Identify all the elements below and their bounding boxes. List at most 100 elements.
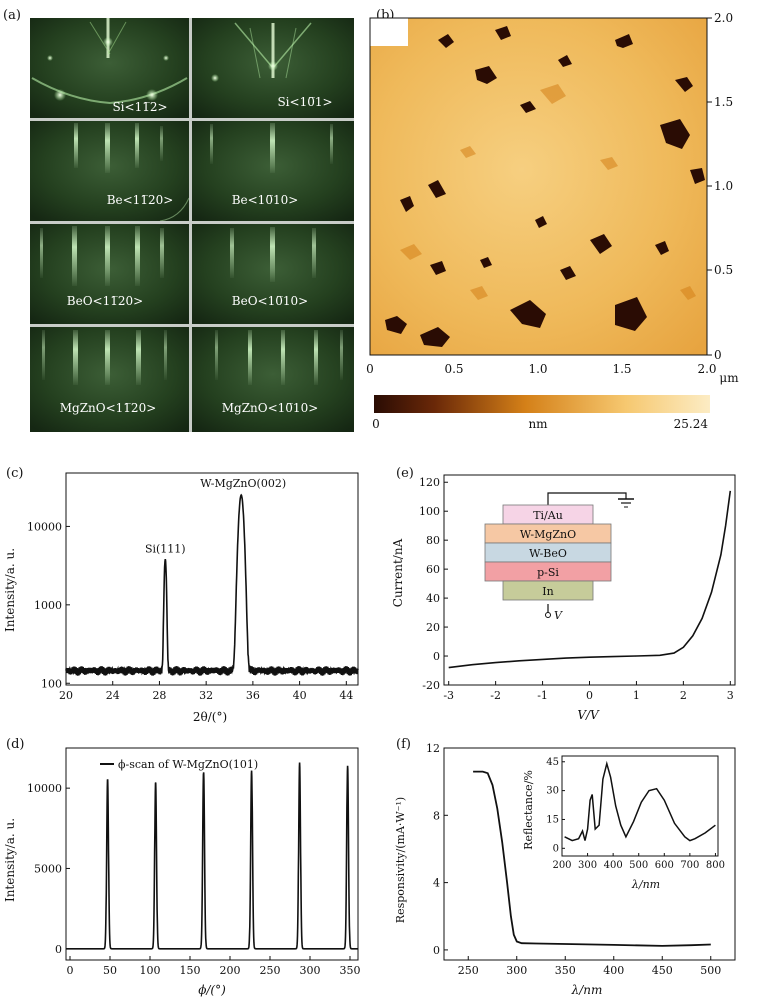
chart-d-ytick-label: 0 bbox=[55, 943, 62, 956]
chart-c-frame bbox=[65, 472, 359, 686]
inset-xtick-label: 700 bbox=[680, 860, 699, 871]
chart-e-xlabel: V/V bbox=[577, 708, 600, 722]
chart-f-ytick-label: 12 bbox=[426, 742, 440, 755]
chart-c-xtick-label: 36 bbox=[246, 689, 260, 702]
rheed-tile-mgzno-1120 bbox=[30, 327, 189, 432]
chart-e-ytick-label: 120 bbox=[419, 476, 440, 489]
rheed-tile-beo-1120 bbox=[30, 224, 189, 324]
chart-d-xlabel: ϕ/(°) bbox=[198, 983, 226, 997]
chart-e: (e) -3 -2 -1 0 1 2 3 -20 0 20 40 60 80 100 120 Current… bbox=[391, 466, 736, 722]
colorbar-unit: nm bbox=[528, 417, 548, 431]
chart-d-xtick-label: 50 bbox=[103, 964, 117, 977]
rheed-label-mgzno-1120: MgZnO<11̅20> bbox=[60, 401, 157, 415]
voltage-terminal-icon bbox=[545, 612, 551, 618]
chart-c-series-line bbox=[65, 493, 359, 676]
afm-ytick-0-5: 0.5 bbox=[714, 263, 733, 277]
chart-c-xtick-label: 32 bbox=[199, 689, 213, 702]
afm-xtick-0: 0 bbox=[366, 362, 374, 376]
chart-d-xtick-label: 100 bbox=[140, 964, 161, 977]
chart-f-ytick-label: 8 bbox=[433, 809, 440, 822]
afm-unit: μm bbox=[719, 371, 739, 385]
rheed-tile-mgzno-1010 bbox=[192, 327, 354, 432]
afm-xtick-2: 2.0 bbox=[697, 362, 716, 376]
inset-xtick-label: 400 bbox=[604, 860, 623, 871]
chart-c-ytick-label: 1000 bbox=[34, 599, 62, 612]
afm-image bbox=[369, 17, 708, 356]
rheed-label-beo-1010: BeO<10̅10> bbox=[232, 294, 308, 308]
chart-e-xtick-label: -2 bbox=[490, 689, 501, 702]
afm-ytick-1-5: 1.5 bbox=[714, 95, 733, 109]
chart-d-ytick-label: 10000 bbox=[27, 782, 62, 795]
device-layer-label: W-BeO bbox=[529, 547, 567, 560]
chart-d-xtick-label: 0 bbox=[67, 964, 74, 977]
inset-xtick-label: 300 bbox=[578, 860, 597, 871]
chart-e-ytick-label: 60 bbox=[426, 563, 440, 576]
rheed-grid: Si<11̅2> Si<10̅1> Be<11̅20> Be<10̅10> Be… bbox=[30, 18, 354, 432]
rheed-patterns: Si<11̅2> Si<10̅1> Be<11̅20> Be<10̅10> Be… bbox=[30, 18, 354, 432]
panel-d-letter: (d) bbox=[6, 737, 24, 752]
chart-d-xtick-label: 350 bbox=[340, 964, 361, 977]
chart-e-ytick-label: 80 bbox=[426, 534, 440, 547]
chart-d-ytick-label: 5000 bbox=[34, 862, 62, 875]
chart-c-ytick-label: 100 bbox=[41, 677, 62, 690]
chart-c-xtick-label: 28 bbox=[152, 689, 166, 702]
rheed-tile-si-112 bbox=[30, 18, 189, 118]
inset-xtick-label: 500 bbox=[629, 860, 648, 871]
chart-f-xlabel: λ/nm bbox=[571, 983, 603, 997]
colorbar-max: 25.24 bbox=[674, 417, 709, 431]
inset-xlabel: λ/nm bbox=[631, 878, 660, 891]
chart-c-xtick-label: 20 bbox=[59, 689, 73, 702]
rheed-label-mgzno-1010: MgZnO<10̅10> bbox=[222, 401, 319, 415]
chart-c-xtick-label: 40 bbox=[293, 689, 307, 702]
chart-e-ytick-label: 0 bbox=[433, 650, 440, 663]
colorbar-min: 0 bbox=[372, 417, 380, 431]
chart-f-ylabel: Responsivity/(mA·W⁻¹) bbox=[394, 797, 407, 923]
chart-c-peak-label: Si(111) bbox=[145, 542, 186, 555]
rheed-label-beo-1120: BeO<11̅20> bbox=[67, 294, 143, 308]
inset-ytick-label: 45 bbox=[546, 757, 559, 768]
chart-f-xtick-label: 300 bbox=[506, 964, 527, 977]
rheed-tile-be-1120 bbox=[30, 121, 190, 222]
chart-c-ytick-label: 10000 bbox=[27, 520, 62, 533]
afm-ytick-1: 1.0 bbox=[714, 179, 733, 193]
inset-ytick-label: 30 bbox=[546, 786, 559, 797]
chart-e-ytick-label: 40 bbox=[426, 592, 440, 605]
chart-f-xtick-label: 450 bbox=[652, 964, 673, 977]
device-layer-label: Ti/Au bbox=[533, 509, 563, 522]
inset-xtick-label: 800 bbox=[706, 860, 725, 871]
chart-d-xtick-label: 250 bbox=[260, 964, 281, 977]
chart-c: (c) 20 24 28 32 36 40 44 100 1000 10000 Si(111) W-M… bbox=[3, 466, 359, 724]
panel-c-letter: (c) bbox=[6, 466, 23, 481]
chart-e-xtick-label: -3 bbox=[443, 689, 454, 702]
panel-e-letter: (e) bbox=[396, 466, 414, 481]
panel-f-letter: (f) bbox=[396, 737, 411, 752]
rheed-label-be-1010: Be<10̅10> bbox=[232, 193, 299, 207]
chart-d-ylabel: Intensity/a. u. bbox=[3, 818, 17, 902]
chart-c-peak-label: W-MgZnO(002) bbox=[200, 477, 286, 490]
device-layer-label: In bbox=[542, 585, 553, 598]
chart-f-xtick-label: 350 bbox=[555, 964, 576, 977]
chart-f-series-line bbox=[473, 770, 711, 947]
chart-d: (d) 0 50 100 150 200 250 300 350 0 5000 10000 ϕ-sc… bbox=[3, 737, 361, 997]
chart-e-series-line bbox=[448, 490, 732, 669]
chart-e-xtick-label: 0 bbox=[586, 689, 593, 702]
chart-e-ytick-label: 20 bbox=[426, 621, 440, 634]
chart-f-xtick-label: 250 bbox=[458, 964, 479, 977]
chart-f-frame bbox=[443, 747, 736, 961]
rheed-label-be-1120: Be<11̅20> bbox=[107, 193, 174, 207]
afm-panel: 2.0 1.5 1.0 0.5 0 0 0.5 1.0 1.5 2.0 μm 0… bbox=[366, 11, 739, 431]
inset-ytick-label: 15 bbox=[546, 814, 559, 825]
voltage-label: V bbox=[554, 609, 563, 622]
device-inset: Ti/Au W-MgZnO W-BeO p-Si In V bbox=[484, 492, 634, 622]
chart-f-ytick-label: 0 bbox=[433, 944, 440, 957]
device-layer-label: p-Si bbox=[537, 566, 559, 579]
chart-e-ytick-label: 100 bbox=[419, 505, 440, 518]
chart-d-xtick-label: 300 bbox=[300, 964, 321, 977]
inset-xtick-label: 200 bbox=[552, 860, 571, 871]
rheed-label-si-112: Si<11̅2> bbox=[112, 100, 167, 114]
chart-e-ylabel: Current/nA bbox=[391, 538, 405, 607]
rheed-tile-beo-1010 bbox=[192, 224, 354, 324]
inset-xtick-label: 600 bbox=[655, 860, 674, 871]
rheed-label-si-101: Si<10̅1> bbox=[277, 95, 332, 109]
